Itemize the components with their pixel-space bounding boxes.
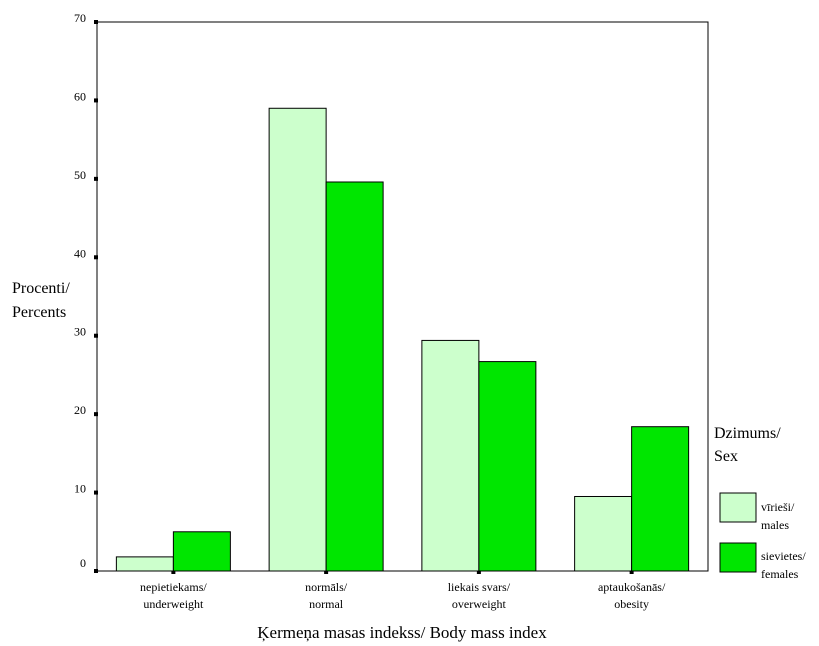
x-tick-label-line-2: overweight [452, 597, 507, 611]
x-tick-label-line-1: normāls/ [305, 580, 348, 594]
x-axis: nepietiekams/underweight normāls/normal li… [140, 569, 666, 611]
bar-females [631, 426, 690, 572]
bars-group [115, 107, 690, 572]
y-axis: 0 10 20 30 40 50 60 70 [74, 11, 98, 573]
y-axis-label-line-1: Procenti/ [12, 280, 70, 297]
x-axis-label: Ķermeņa masas indekss/ Body mass index [257, 623, 547, 642]
y-tick-label: 30 [74, 325, 86, 339]
x-tick-label-line-1: aptaukošanās/ [598, 580, 666, 594]
y-tick-mark [94, 490, 98, 495]
y-tick-mark [94, 333, 98, 338]
legend-label-males-line-2: males [761, 518, 789, 532]
y-tick-label: 20 [74, 403, 86, 417]
legend-label-females-line-1: sievietes/ [761, 549, 806, 563]
legend-title-line-2: Sex [714, 448, 738, 465]
legend-label-males-line-1: vīrieši/ [761, 500, 795, 514]
y-tick-label: 50 [74, 168, 86, 182]
x-tick-label-line-1: liekais svars/ [448, 580, 511, 594]
legend-label-females-line-2: females [761, 567, 799, 581]
y-tick-label: 40 [74, 246, 86, 260]
x-tick-label-line-2: underweight [143, 597, 204, 611]
y-tick-label: 70 [74, 11, 86, 25]
y-tick-mark [94, 569, 98, 573]
y-tick-mark [94, 255, 98, 260]
bar-males [421, 339, 480, 572]
plot-frame [96, 21, 709, 572]
y-tick-label: 10 [74, 482, 86, 496]
y-tick-mark [94, 176, 98, 181]
x-tick-label-line-1: nepietiekams/ [140, 580, 207, 594]
x-tick-label-line-2: normal [309, 597, 344, 611]
y-tick-label: 0 [80, 556, 86, 570]
y-tick-mark [94, 20, 98, 24]
legend-swatch-females [719, 542, 757, 573]
legend: Dzimums/ Sex vīrieši/ males sievietes/ f… [714, 425, 806, 581]
legend-title-line-1: Dzimums/ [714, 425, 781, 442]
y-tick-mark [94, 412, 98, 417]
y-tick-label: 60 [74, 89, 86, 103]
y-axis-label-line-2: Percents [12, 304, 66, 321]
bar-males [574, 495, 633, 572]
bar-females [478, 361, 537, 572]
bar-females [325, 181, 384, 572]
y-tick-mark [94, 98, 98, 103]
bar-females [172, 531, 231, 572]
bar-males [268, 107, 327, 572]
legend-swatch-males [719, 492, 757, 523]
x-tick-label-line-2: obesity [614, 597, 649, 611]
bar-males [115, 556, 174, 572]
